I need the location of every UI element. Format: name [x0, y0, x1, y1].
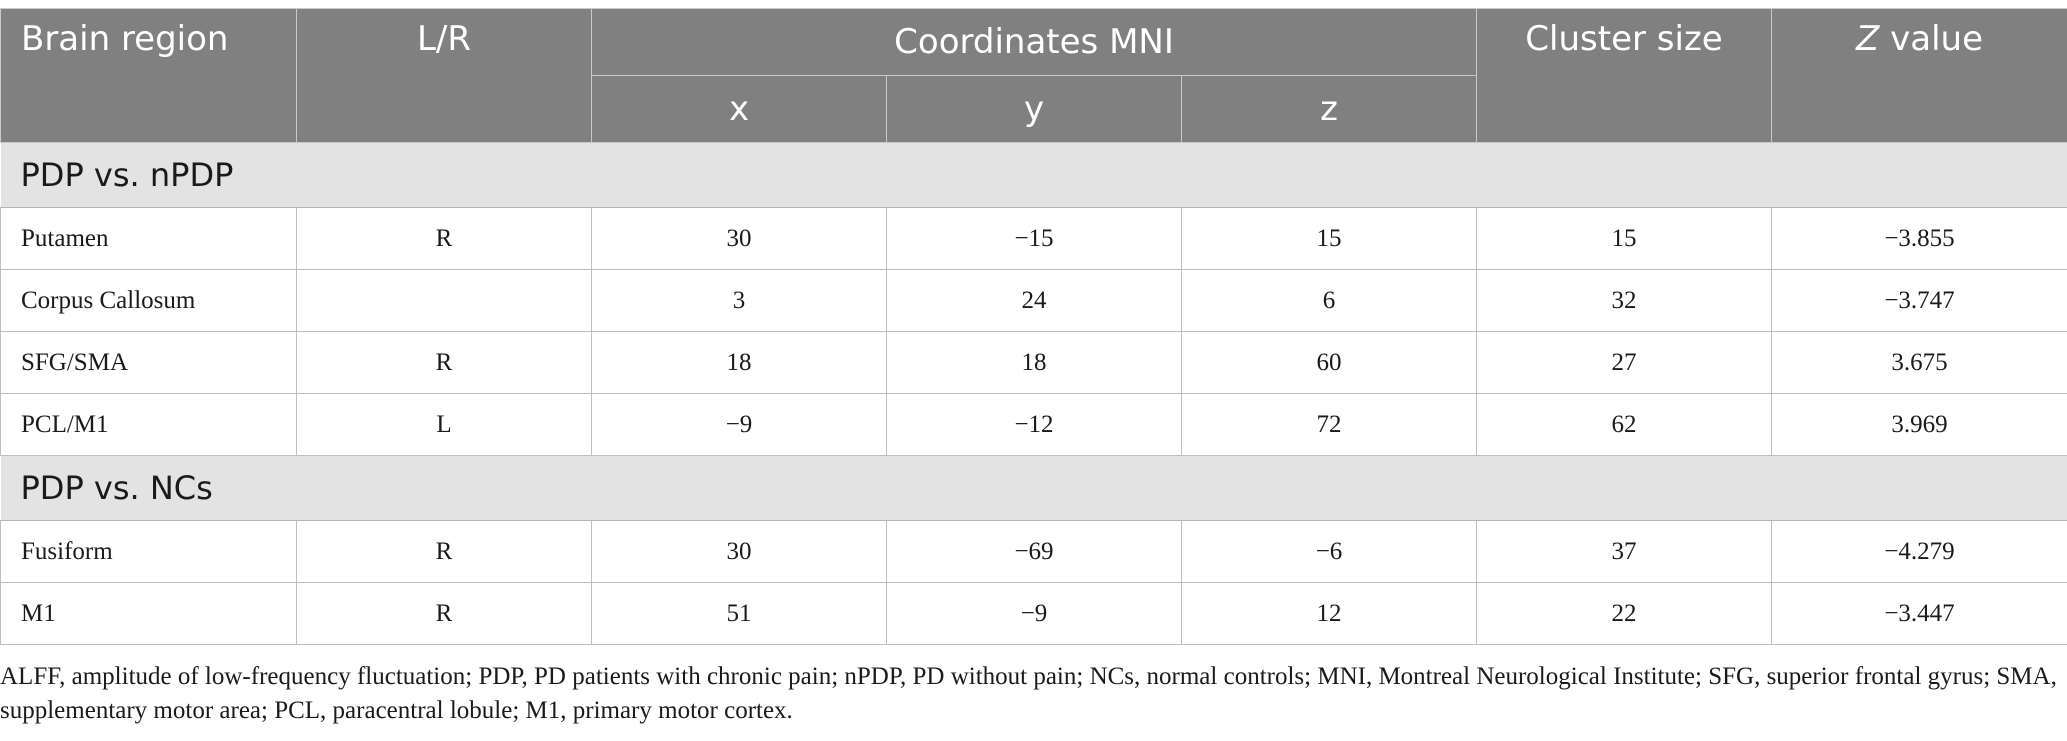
header-coordinates: Coordinates MNI — [590, 8, 1478, 76]
results-table: Brain region L/R Coordinates MNI Cluster… — [0, 8, 2067, 645]
cell-region: Putamen — [0, 207, 297, 270]
cell-region: Corpus Callosum — [0, 269, 297, 332]
cell-lr — [296, 269, 592, 332]
cell-cluster: 15 — [1476, 207, 1773, 270]
header-x: x — [591, 75, 887, 143]
cell-region: SFG/SMA — [0, 331, 297, 394]
table-row: Fusiform R 30 −69 −6 37 −4.279 — [0, 520, 2067, 583]
cell-zval: −4.279 — [1771, 520, 2067, 583]
cell-lr: R — [296, 331, 592, 394]
table-row: Corpus Callosum 3 24 6 32 −3.747 — [0, 269, 2067, 332]
table-body: PDP vs. nPDP Putamen R 30 −15 15 15 −3.8… — [0, 142, 2067, 645]
cell-y: 24 — [886, 269, 1182, 332]
cell-z: 72 — [1180, 393, 1478, 456]
header-cluster-size: Cluster size — [1476, 8, 1773, 143]
table-row: SFG/SMA R 18 18 60 27 3.675 — [0, 331, 2067, 394]
table-row: M1 R 51 −9 12 22 −3.447 — [0, 582, 2067, 645]
cell-zval: 3.675 — [1771, 331, 2067, 394]
cell-y: −69 — [886, 520, 1182, 583]
table-row: PCL/M1 L −9 −12 72 62 3.969 — [0, 393, 2067, 456]
header-lr: L/R — [296, 8, 592, 143]
cell-zval: −3.747 — [1771, 269, 2067, 332]
cell-region: Fusiform — [0, 520, 297, 583]
cell-cluster: 22 — [1476, 582, 1773, 645]
cell-x: 18 — [591, 331, 887, 394]
cell-region: M1 — [0, 582, 297, 645]
cell-lr: R — [296, 520, 592, 583]
cell-x: 3 — [591, 269, 887, 332]
cell-z: −6 — [1180, 520, 1478, 583]
cell-cluster: 32 — [1476, 269, 1773, 332]
cell-z: 12 — [1180, 582, 1478, 645]
group-row: PDP vs. nPDP — [0, 142, 2067, 208]
cell-y: −9 — [886, 582, 1182, 645]
header-brain-region: Brain region — [0, 8, 297, 143]
header-z-rest: value — [1879, 19, 1983, 59]
cell-z: 15 — [1180, 207, 1478, 270]
cell-zval: 3.969 — [1771, 393, 2067, 456]
cell-cluster: 37 — [1476, 520, 1773, 583]
cell-x: 30 — [591, 520, 887, 583]
cell-zval: −3.855 — [1771, 207, 2067, 270]
header-z-value: Z value — [1771, 8, 2067, 143]
cell-z: 60 — [1180, 331, 1478, 394]
cell-x: 30 — [591, 207, 887, 270]
group-row: PDP vs. NCs — [0, 455, 2067, 521]
header-y: y — [886, 75, 1182, 143]
cell-lr: L — [296, 393, 592, 456]
cell-lr: R — [296, 582, 592, 645]
cell-y: 18 — [886, 331, 1182, 394]
cell-y: −15 — [886, 207, 1182, 270]
cell-region: PCL/M1 — [0, 393, 297, 456]
cell-x: −9 — [591, 393, 887, 456]
header-z-italic: Z — [1856, 19, 1880, 59]
table-footnote: ALFF, amplitude of low-frequency fluctua… — [0, 663, 2057, 724]
header-row-1: Brain region L/R Coordinates MNI Cluster… — [0, 8, 2067, 143]
cell-zval: −3.447 — [1771, 582, 2067, 645]
table-row: Putamen R 30 −15 15 15 −3.855 — [0, 207, 2067, 270]
header-z: z — [1180, 75, 1478, 143]
table-header: Brain region L/R Coordinates MNI Cluster… — [0, 8, 2067, 143]
group-label: PDP vs. nPDP — [0, 142, 2067, 208]
header-row-2: x y z — [1, 75, 2067, 143]
cell-cluster: 27 — [1476, 331, 1773, 394]
cell-cluster: 62 — [1476, 393, 1773, 456]
group-label: PDP vs. NCs — [0, 455, 2067, 521]
cell-x: 51 — [591, 582, 887, 645]
cell-z: 6 — [1180, 269, 1478, 332]
cell-y: −12 — [886, 393, 1182, 456]
cell-lr: R — [296, 207, 592, 270]
